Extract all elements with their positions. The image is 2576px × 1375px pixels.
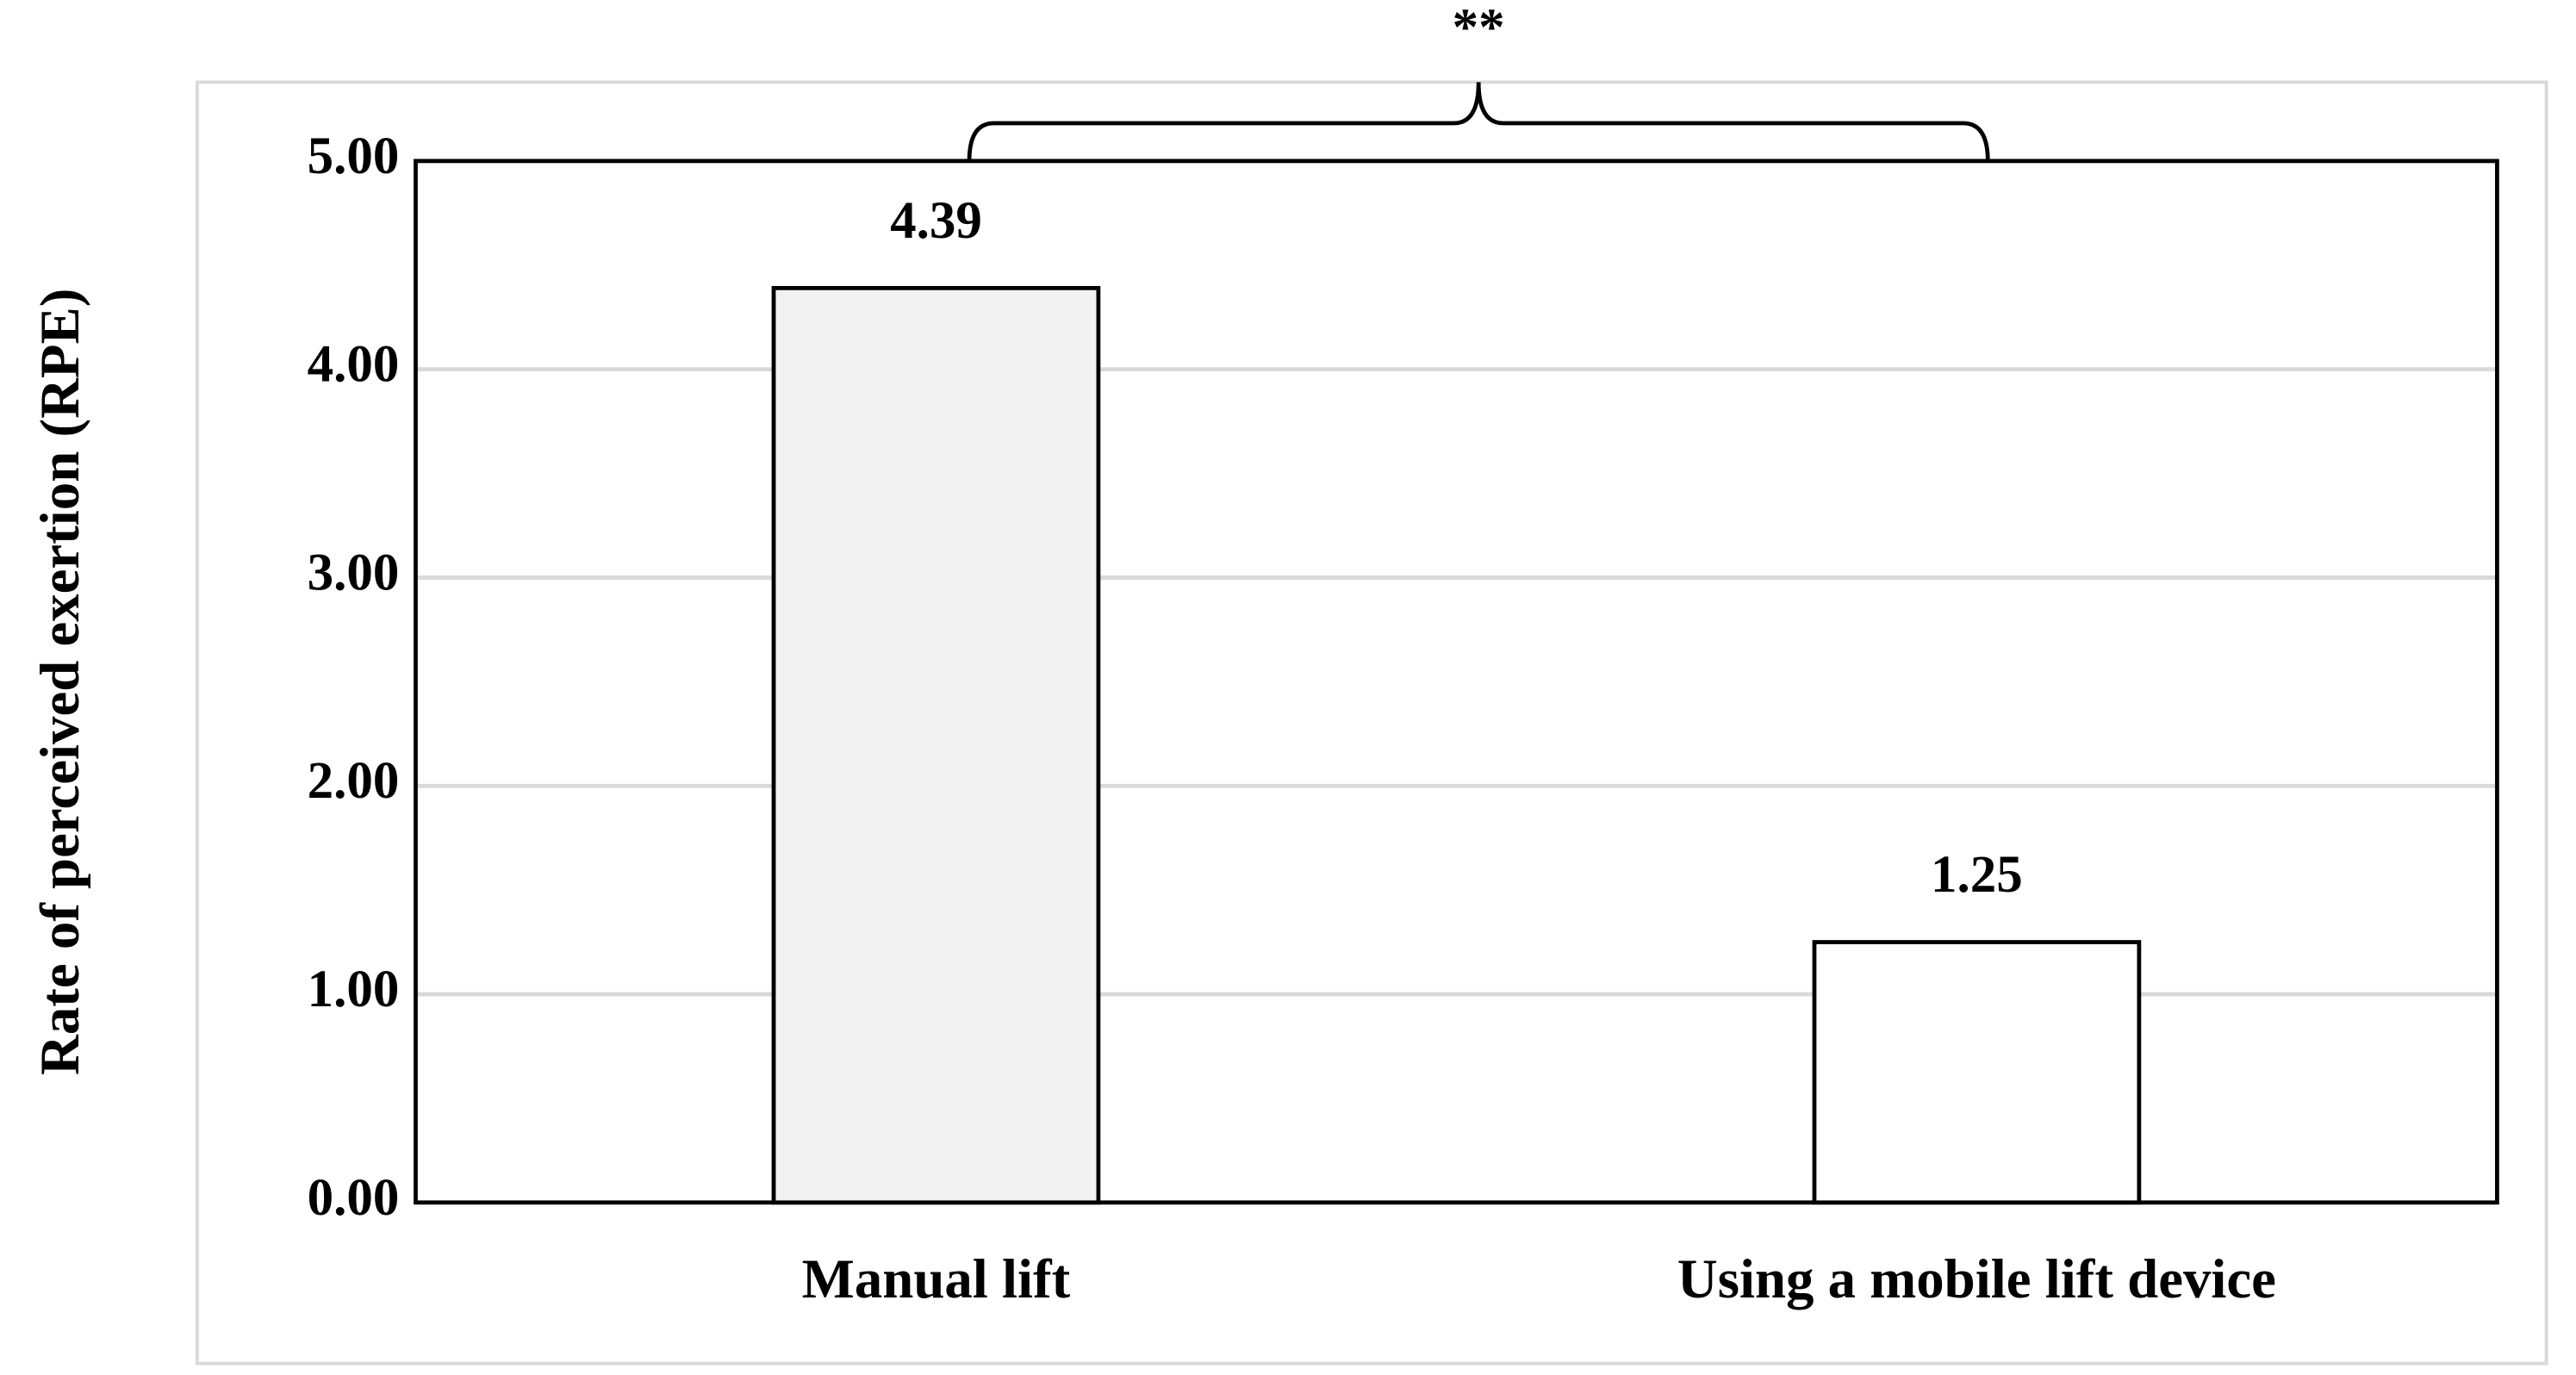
y-axis-label: Rate of perceived exertion (RPE) — [29, 289, 91, 1075]
y-tick-label: 2.00 — [308, 752, 400, 810]
y-tick-label: 1.00 — [308, 961, 400, 1018]
y-tick-label: 0.00 — [308, 1169, 400, 1227]
bar — [771, 285, 1101, 1205]
chart-frame — [195, 80, 2548, 1366]
y-tick-label: 4.00 — [308, 336, 400, 394]
y-tick-label: 3.00 — [308, 544, 400, 601]
value-label: 1.25 — [1931, 846, 2023, 904]
annotation: ** — [1453, 0, 1505, 57]
y-tick-label: 5.00 — [308, 128, 400, 185]
bar — [1812, 940, 2142, 1205]
x-tick-label: Manual lift — [802, 1248, 1071, 1310]
significance-brace — [967, 82, 1990, 161]
plot-border — [414, 159, 2499, 1205]
value-label: 4.39 — [890, 192, 982, 250]
x-tick-label: Using a mobile lift device — [1677, 1248, 2276, 1310]
